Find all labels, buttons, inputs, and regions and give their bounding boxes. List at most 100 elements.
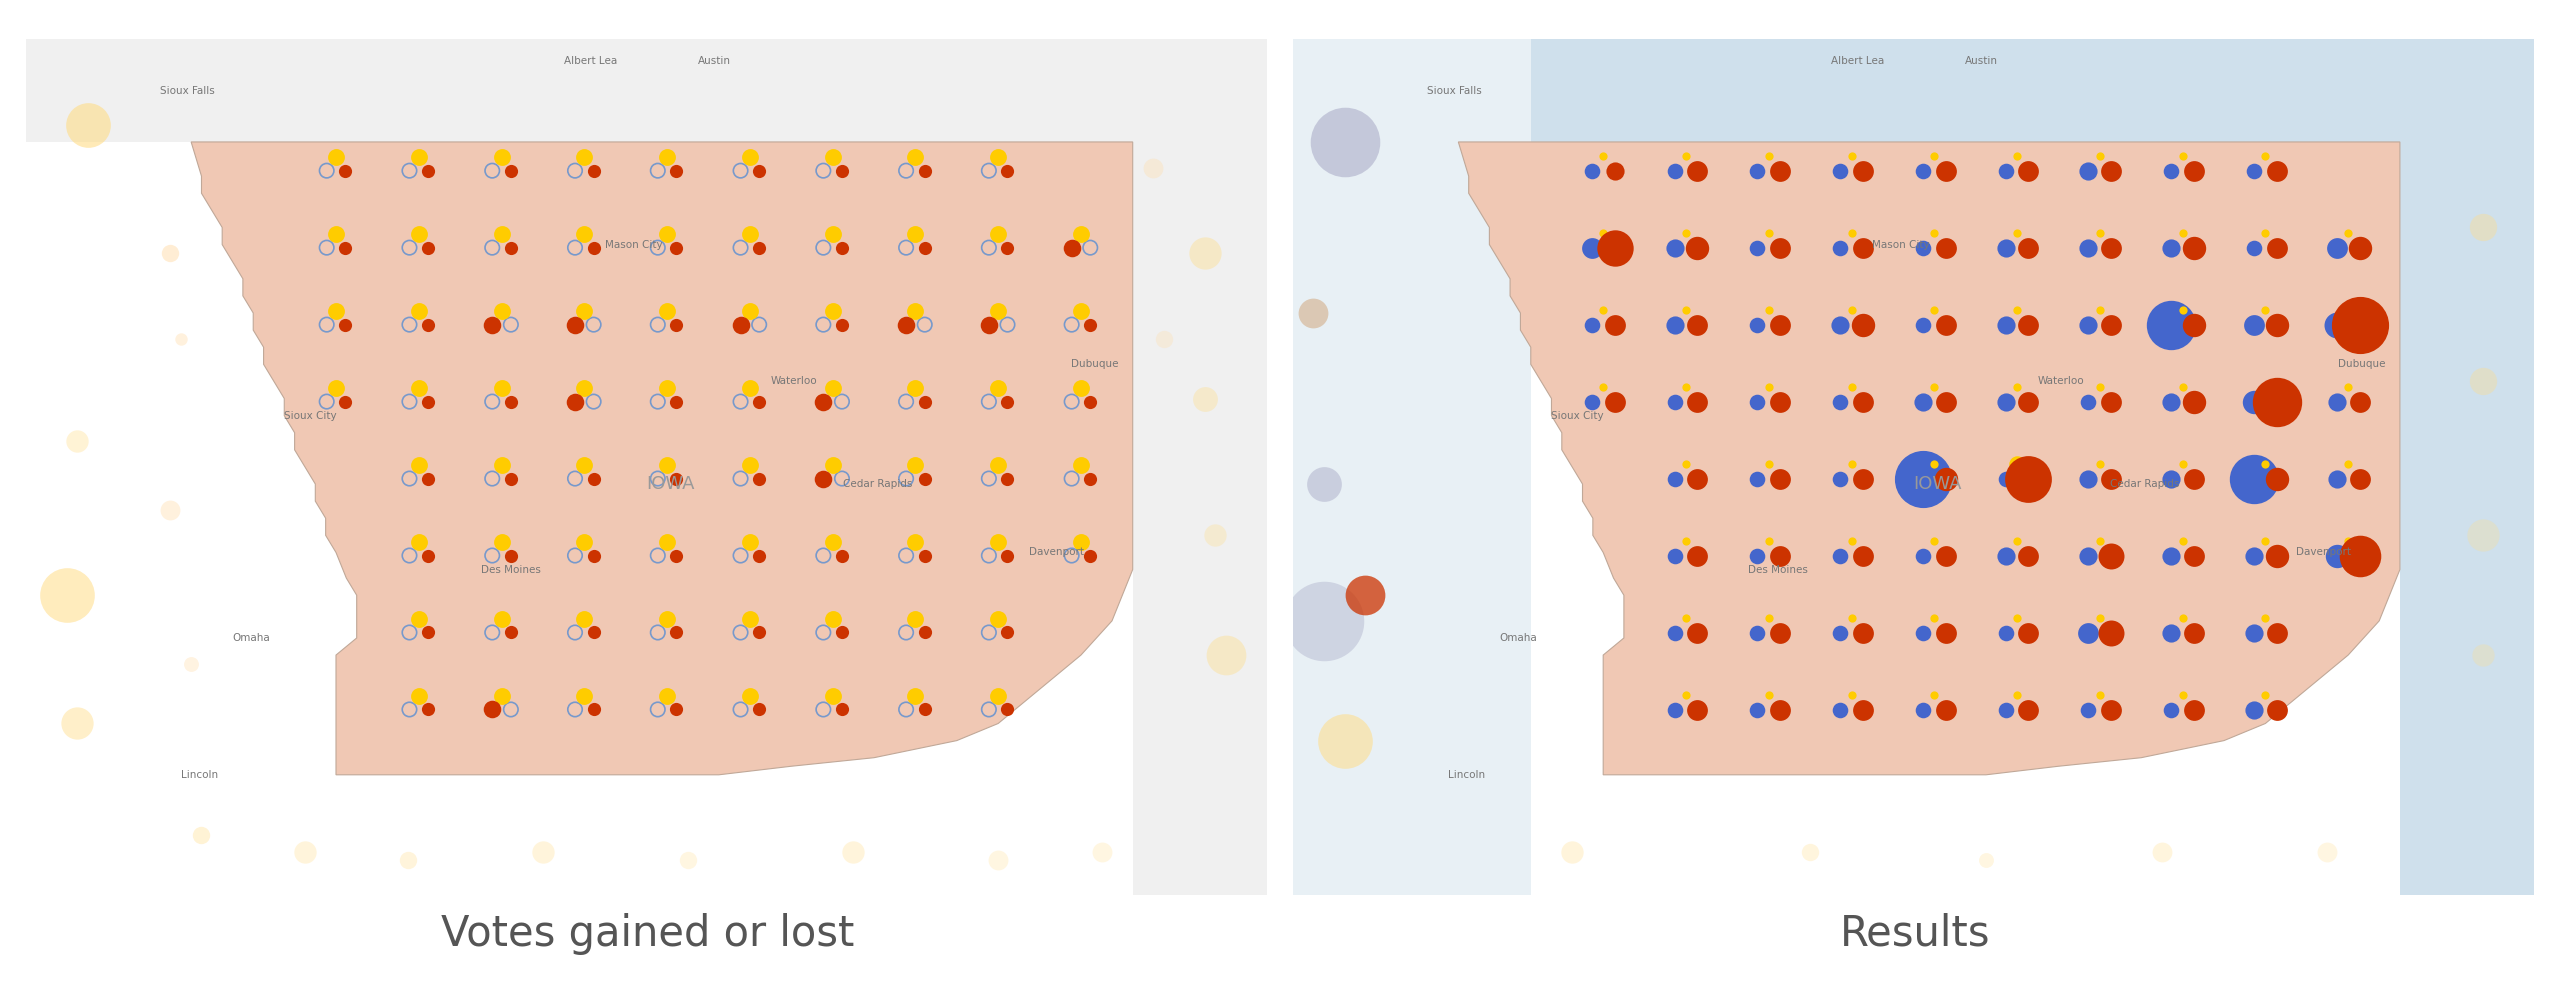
Point [2150, 317, 2191, 332]
Point [1759, 163, 1800, 179]
Point [637, 624, 678, 640]
Point [812, 535, 852, 550]
Point [1997, 303, 2038, 318]
Text: Sioux City: Sioux City [1551, 411, 1605, 421]
Text: Results: Results [1841, 913, 1989, 954]
Point [978, 688, 1019, 704]
Point [1060, 380, 1101, 396]
Point [182, 827, 223, 842]
Point [1902, 702, 1943, 718]
Point [1060, 226, 1101, 242]
Point [740, 471, 781, 487]
Point [730, 688, 771, 704]
Point [1185, 246, 1226, 261]
Point [1654, 240, 1695, 256]
Text: Dubuque: Dubuque [2337, 360, 2386, 370]
Point [172, 656, 212, 671]
Point [2163, 687, 2204, 703]
Point [2317, 471, 2358, 487]
Point [719, 548, 760, 563]
Point [1843, 471, 1884, 487]
Point [2079, 610, 2120, 626]
Point [988, 317, 1029, 332]
Point [556, 548, 596, 563]
Point [563, 688, 604, 704]
Point [2007, 163, 2048, 179]
Point [1551, 843, 1592, 859]
Point [161, 330, 202, 347]
Point [1572, 163, 1613, 179]
Point [904, 240, 945, 256]
Point [1070, 317, 1111, 332]
Point [1984, 163, 2025, 179]
Point [1667, 148, 1708, 164]
Point [481, 226, 522, 242]
Point [307, 240, 348, 256]
Point [2068, 471, 2109, 487]
Point [407, 240, 448, 256]
Point [2340, 394, 2381, 410]
Point [1902, 163, 1943, 179]
Point [2245, 687, 2286, 703]
Text: Austin: Austin [1966, 56, 1999, 66]
Point [573, 317, 614, 332]
Point [904, 548, 945, 563]
Point [307, 394, 348, 410]
Point [2163, 303, 2204, 318]
Point [492, 548, 532, 563]
Point [978, 535, 1019, 550]
Point [2327, 456, 2368, 472]
Point [1915, 303, 1956, 318]
Point [1830, 303, 1871, 318]
Point [389, 240, 430, 256]
Point [719, 317, 760, 332]
Point [151, 246, 192, 261]
Point [637, 163, 678, 179]
Point [2307, 843, 2348, 859]
Point [1997, 610, 2038, 626]
Point [1984, 394, 2025, 410]
Point [719, 163, 760, 179]
Point [573, 240, 614, 256]
Point [2232, 702, 2273, 718]
Bar [2399, 142, 2534, 895]
Point [1677, 625, 1718, 641]
Point [481, 304, 522, 319]
Point [1736, 625, 1777, 641]
Point [1902, 394, 1943, 410]
Point [1572, 394, 1613, 410]
Point [740, 702, 781, 718]
Point [2068, 240, 2109, 256]
Point [2150, 471, 2191, 487]
Point [1677, 163, 1718, 179]
Point [968, 548, 1009, 563]
Point [2340, 240, 2381, 256]
Point [655, 702, 696, 718]
Point [556, 317, 596, 332]
Point [2255, 548, 2296, 563]
Point [2092, 163, 2132, 179]
Point [1915, 610, 1956, 626]
Point [904, 317, 945, 332]
Point [812, 149, 852, 165]
Point [481, 149, 522, 165]
Point [740, 548, 781, 563]
Point [637, 702, 678, 718]
Point [2173, 471, 2214, 487]
Point [573, 163, 614, 179]
Point [471, 702, 512, 718]
Point [56, 716, 97, 731]
Point [389, 317, 430, 332]
Point [1759, 240, 1800, 256]
Point [399, 226, 440, 242]
Point [315, 226, 356, 242]
Point [968, 317, 1009, 332]
Point [904, 471, 945, 487]
Point [481, 457, 522, 473]
Point [1677, 394, 1718, 410]
Point [1582, 379, 1623, 395]
Point [1070, 394, 1111, 410]
Point [1925, 317, 1966, 332]
Point [978, 852, 1019, 868]
Point [655, 394, 696, 410]
